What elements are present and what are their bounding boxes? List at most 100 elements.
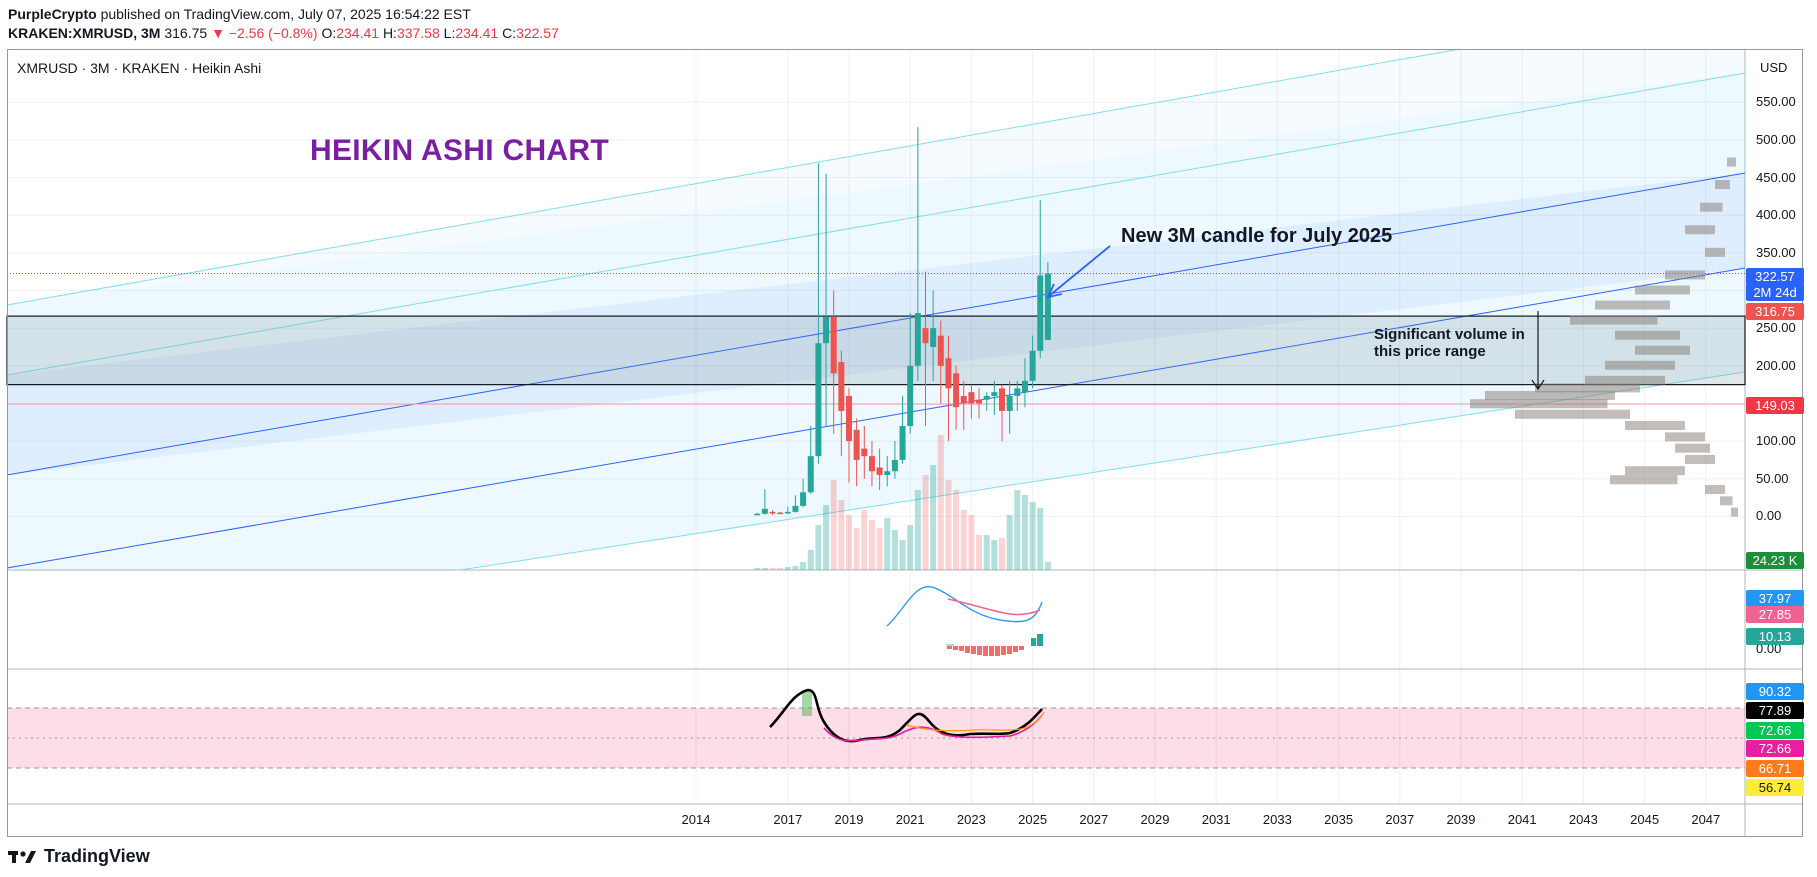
author-name[interactable]: PurpleCrypto bbox=[8, 6, 97, 22]
overlays bbox=[1046, 245, 1545, 391]
macd-histogram-bar bbox=[953, 646, 958, 650]
annotation-arrowhead bbox=[1046, 283, 1063, 299]
price-tick: 250.00 bbox=[1756, 320, 1796, 336]
profile-bar-up bbox=[1665, 270, 1705, 280]
profile-bar-down bbox=[1585, 375, 1665, 385]
volume-bar bbox=[838, 500, 845, 570]
macd-histogram-bar bbox=[947, 646, 952, 649]
candle-body bbox=[1037, 275, 1044, 351]
volume-bar bbox=[983, 535, 990, 570]
candles bbox=[754, 127, 1051, 516]
time-tick: 2023 bbox=[956, 812, 986, 827]
rsi-overbought-fill bbox=[802, 690, 812, 716]
candle-body bbox=[830, 316, 837, 374]
time-tick: 2025 bbox=[1018, 812, 1048, 827]
profile-bar-up bbox=[1700, 202, 1723, 212]
publish-info: published on TradingView.com, July 07, 2… bbox=[100, 6, 471, 22]
time-tick: 2041 bbox=[1507, 812, 1537, 827]
volume-bar bbox=[1006, 515, 1013, 570]
profile-bar-up bbox=[1727, 157, 1736, 167]
last-price: 316.75 bbox=[164, 25, 208, 41]
tradingview-brand[interactable]: TradingView bbox=[8, 846, 150, 867]
channel-line bbox=[6, 267, 1746, 569]
time-tick: 2027 bbox=[1079, 812, 1109, 827]
profile-bar-up bbox=[1605, 360, 1675, 370]
profile-bar-down bbox=[1615, 330, 1680, 340]
candle-body bbox=[761, 508, 768, 514]
candle-body bbox=[777, 512, 784, 515]
candle-body bbox=[884, 471, 891, 475]
candle-body bbox=[1029, 350, 1036, 381]
price-tick: 200.00 bbox=[1756, 357, 1796, 373]
candle-body bbox=[815, 343, 822, 457]
chart-heading: HEIKIN ASHI CHART bbox=[310, 134, 609, 167]
volume-note-line1: Significant volume in bbox=[1374, 326, 1525, 343]
candle-body bbox=[1006, 395, 1013, 411]
profile-bar-down bbox=[1705, 247, 1725, 257]
price-tick: 100.00 bbox=[1756, 433, 1796, 449]
profile-bar-up bbox=[1535, 383, 1640, 393]
time-tick: 2033 bbox=[1262, 812, 1292, 827]
time-tick: 2047 bbox=[1691, 812, 1721, 827]
rsi-line bbox=[769, 688, 1043, 743]
profile-bar-down bbox=[1700, 202, 1723, 212]
rsi-ma-line bbox=[823, 714, 1043, 742]
profile-bar-down bbox=[1595, 300, 1670, 310]
price-badge: 90.32 bbox=[1746, 683, 1804, 700]
volume-bar bbox=[769, 568, 776, 570]
price-tick: 50.00 bbox=[1756, 470, 1789, 486]
candle-body bbox=[930, 328, 937, 347]
volume-bar bbox=[930, 465, 937, 570]
candle-body bbox=[899, 426, 906, 460]
symbol-name[interactable]: KRAKEN:XMRUSD, 3M bbox=[8, 25, 161, 41]
channel-line bbox=[6, 72, 1746, 376]
price-badge: 316.75 bbox=[1746, 303, 1804, 320]
time-tick: 2021 bbox=[895, 812, 925, 827]
price-badge: 2M 24d bbox=[1746, 284, 1804, 301]
profile-bar-up bbox=[1485, 390, 1615, 400]
profile-bar-down bbox=[1570, 315, 1658, 325]
profile-bar-up bbox=[1731, 507, 1738, 517]
profile-bar-down bbox=[1720, 496, 1733, 506]
macd-histogram-bar bbox=[1007, 646, 1012, 654]
volume-bar bbox=[945, 480, 952, 570]
volume-bar bbox=[968, 515, 975, 570]
candle-body bbox=[807, 456, 814, 493]
profile-bar-down bbox=[1705, 485, 1725, 495]
close-label: C: bbox=[502, 25, 517, 41]
price-badge: 66.71 bbox=[1746, 760, 1804, 777]
candle-body bbox=[800, 492, 807, 506]
price-badge: 72.66 bbox=[1746, 722, 1804, 739]
volume-bar bbox=[754, 568, 761, 570]
candle-body bbox=[907, 365, 914, 427]
macd-histogram-bar bbox=[995, 646, 1000, 656]
series-legend[interactable]: XMRUSD · 3M · KRAKEN · Heikin Ashi bbox=[17, 60, 262, 76]
candle-body bbox=[868, 456, 875, 472]
price-tick: 0.00 bbox=[1756, 508, 1782, 524]
candle-body bbox=[792, 505, 799, 512]
profile-bar-up bbox=[1685, 454, 1715, 464]
macd-histogram-bar bbox=[959, 646, 964, 651]
time-tick: 2029 bbox=[1140, 812, 1170, 827]
profile-bar-down bbox=[1635, 345, 1690, 355]
candle-body bbox=[945, 358, 952, 389]
price-badge: 72.66 bbox=[1746, 740, 1804, 757]
profile-bar-down bbox=[1731, 507, 1738, 517]
profile-bar-down bbox=[1685, 454, 1715, 464]
channel-line bbox=[6, 48, 1461, 306]
time-tick: 2035 bbox=[1324, 812, 1354, 827]
volume-bar bbox=[976, 535, 983, 570]
open-label: O: bbox=[321, 25, 337, 41]
macd-histogram-bar bbox=[1013, 646, 1018, 652]
volume-bar bbox=[876, 528, 883, 570]
candle-body bbox=[861, 448, 868, 457]
currency-label[interactable]: USD bbox=[1760, 60, 1788, 75]
volume-bar bbox=[823, 505, 830, 570]
range-arrowhead bbox=[1531, 379, 1545, 391]
candle-body bbox=[960, 395, 967, 404]
volume-bar bbox=[1021, 495, 1028, 570]
macd-panel bbox=[886, 586, 1043, 656]
macd-histogram-bar bbox=[1037, 634, 1043, 646]
volume-bar bbox=[784, 567, 791, 570]
